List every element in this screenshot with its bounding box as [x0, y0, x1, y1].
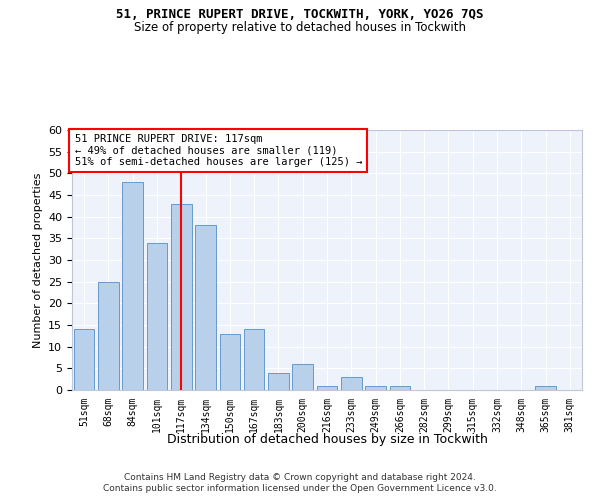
Y-axis label: Number of detached properties: Number of detached properties: [32, 172, 43, 348]
Bar: [220, 334, 240, 390]
Bar: [365, 386, 386, 390]
Bar: [292, 364, 313, 390]
Bar: [146, 242, 167, 390]
Text: 51 PRINCE RUPERT DRIVE: 117sqm
← 49% of detached houses are smaller (119)
51% of: 51 PRINCE RUPERT DRIVE: 117sqm ← 49% of …: [74, 134, 362, 167]
Text: 51, PRINCE RUPERT DRIVE, TOCKWITH, YORK, YO26 7QS: 51, PRINCE RUPERT DRIVE, TOCKWITH, YORK,…: [116, 8, 484, 20]
Bar: [195, 226, 216, 390]
Text: Contains HM Land Registry data © Crown copyright and database right 2024.: Contains HM Land Registry data © Crown c…: [124, 472, 476, 482]
Bar: [317, 386, 337, 390]
Bar: [244, 330, 265, 390]
Bar: [171, 204, 191, 390]
Text: Size of property relative to detached houses in Tockwith: Size of property relative to detached ho…: [134, 21, 466, 34]
Text: Contains public sector information licensed under the Open Government Licence v3: Contains public sector information licen…: [103, 484, 497, 493]
Bar: [341, 377, 362, 390]
Bar: [535, 386, 556, 390]
Bar: [389, 386, 410, 390]
Bar: [74, 330, 94, 390]
Bar: [268, 372, 289, 390]
Text: Distribution of detached houses by size in Tockwith: Distribution of detached houses by size …: [167, 432, 487, 446]
Bar: [98, 282, 119, 390]
Bar: [122, 182, 143, 390]
